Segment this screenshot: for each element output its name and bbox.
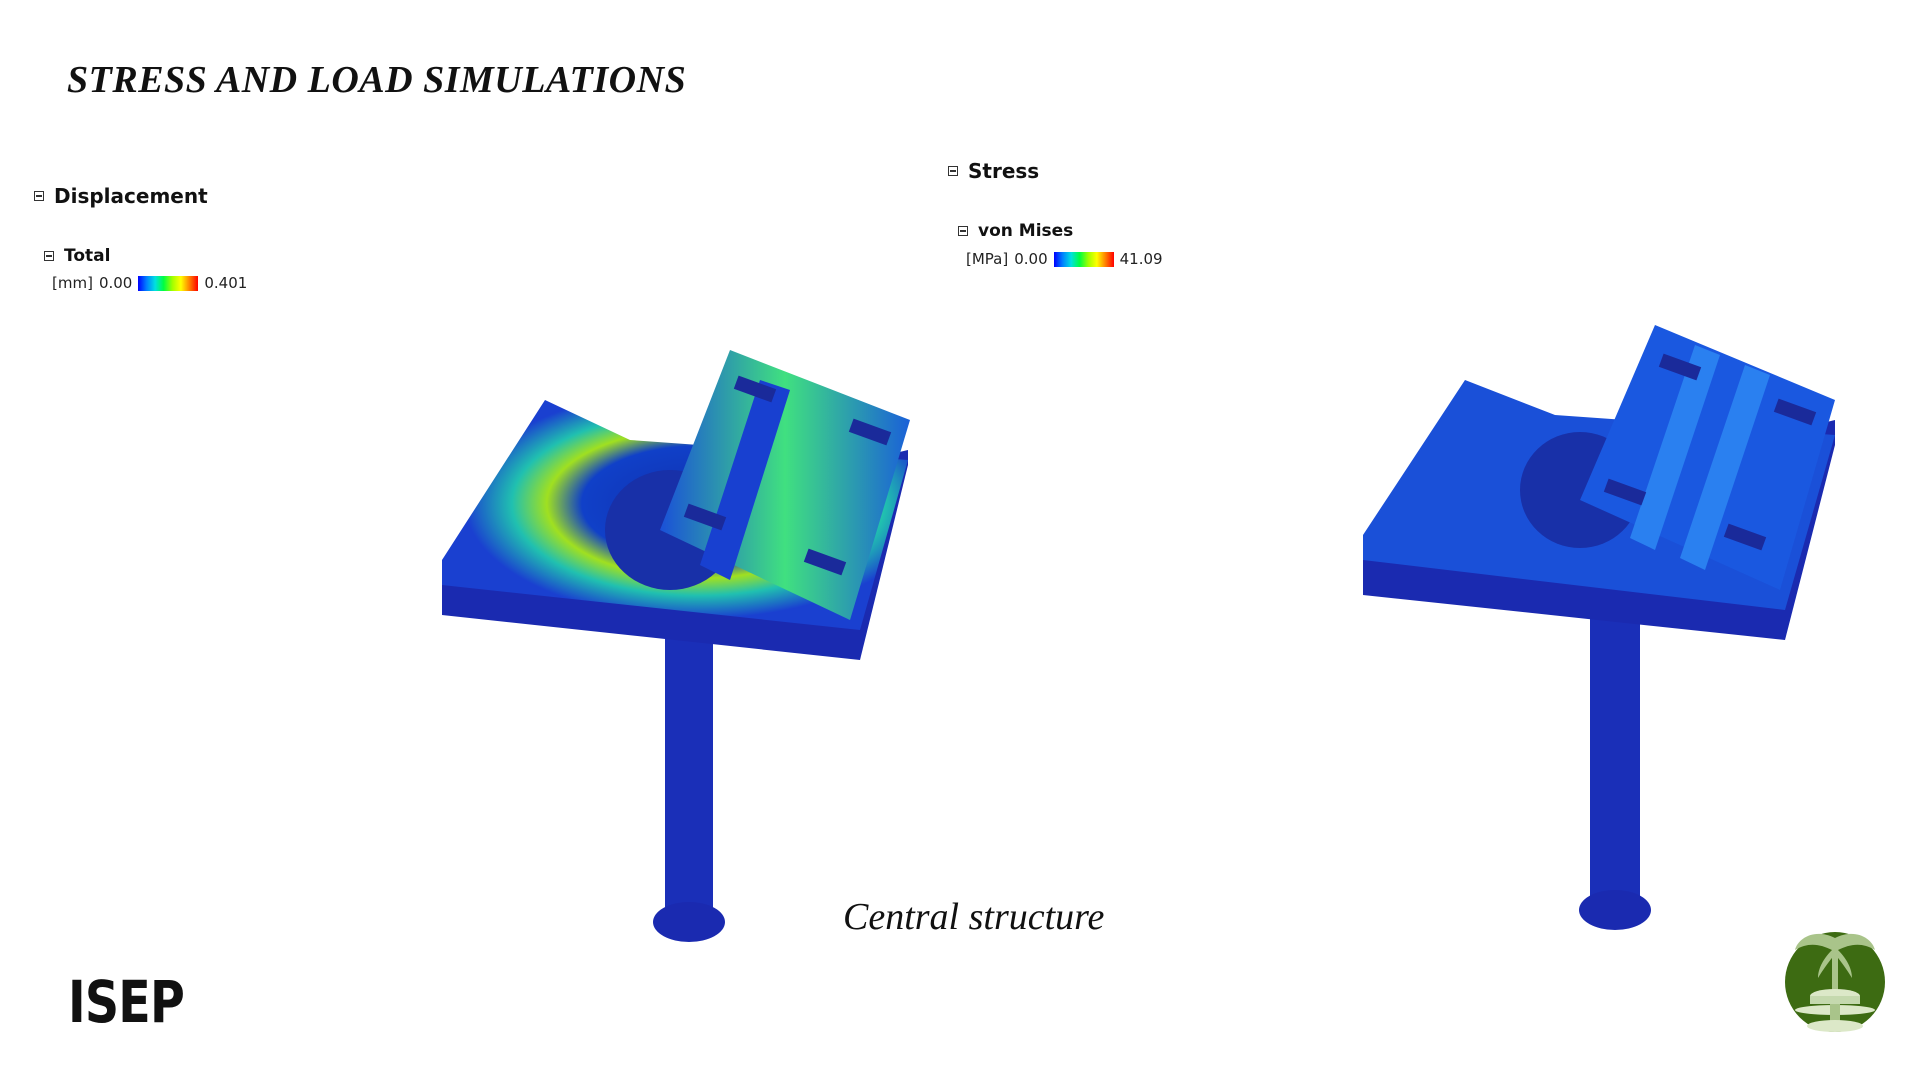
legend-min: 0.00	[1014, 250, 1048, 268]
collapse-icon[interactable]	[948, 166, 958, 176]
legend-max: 41.09	[1119, 250, 1163, 268]
collapse-icon[interactable]	[44, 251, 54, 261]
collapse-icon[interactable]	[958, 226, 968, 236]
unit: [MPa]	[966, 250, 1009, 268]
unit: [mm]	[52, 274, 93, 292]
displacement-header[interactable]: Displacement	[34, 184, 208, 208]
displacement-color-legend: [mm] 0.00 0.401	[52, 274, 247, 292]
color-scale-bar	[1053, 251, 1114, 267]
total-header[interactable]: Total	[44, 246, 110, 266]
total-label: Total	[64, 246, 111, 266]
stress-header[interactable]: Stress	[948, 159, 1039, 183]
stress-model-render	[1363, 325, 1835, 930]
von-mises-header[interactable]: von Mises	[958, 221, 1073, 241]
figure-caption: Central structure	[843, 896, 1105, 938]
page-title: STRESS AND LOAD SIMULATIONS	[67, 59, 687, 101]
palm-table-logo	[1785, 932, 1885, 1032]
stress-color-legend: [MPa] 0.00 41.09	[966, 250, 1163, 268]
stress-label: Stress	[968, 159, 1040, 183]
isep-logo: ISEP	[68, 968, 185, 1036]
color-scale-bar	[138, 275, 199, 291]
von-mises-label: von Mises	[978, 221, 1074, 241]
legend-min: 0.00	[98, 274, 133, 292]
collapse-icon[interactable]	[34, 191, 44, 201]
displacement-model-render	[442, 350, 910, 942]
legend-max: 0.401	[204, 274, 248, 292]
displacement-label: Displacement	[54, 184, 208, 208]
